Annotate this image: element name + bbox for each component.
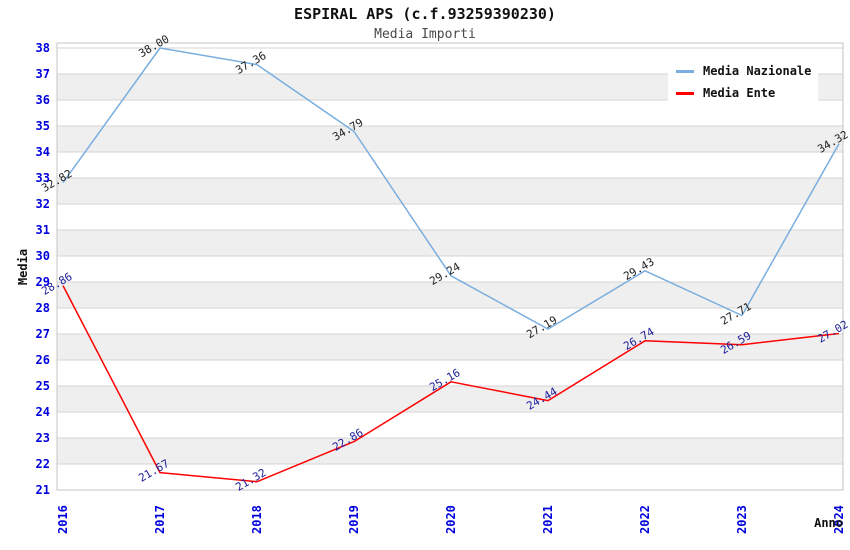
plot-band — [57, 230, 843, 256]
x-tick-label: 2023 — [735, 505, 749, 534]
legend-label-media-nazionale: Media Nazionale — [703, 64, 812, 78]
y-tick-label: 38 — [36, 41, 50, 55]
y-tick-label: 21 — [36, 483, 50, 497]
plot-band — [57, 386, 843, 412]
plot-band — [57, 126, 843, 152]
legend-item-media-ente: Media Ente — [676, 82, 818, 104]
legend-item-media-nazionale: Media Nazionale — [676, 60, 818, 82]
plot-band — [57, 334, 843, 360]
x-tick-label: 2024 — [832, 505, 846, 534]
chart-subtitle: Media Importi — [374, 27, 476, 42]
y-tick-label: 25 — [36, 379, 50, 393]
x-tick-label: 2022 — [638, 505, 652, 534]
y-tick-label: 26 — [36, 353, 50, 367]
plot-band — [57, 178, 843, 204]
plot-band — [57, 438, 843, 464]
y-tick-label: 36 — [36, 93, 50, 107]
y-tick-label: 23 — [36, 431, 50, 445]
y-tick-label: 30 — [36, 249, 50, 263]
legend: Media Nazionale Media Ente — [668, 53, 818, 111]
x-tick-label: 2021 — [541, 505, 555, 534]
y-tick-label: 28 — [36, 301, 50, 315]
value-label: 29.43 — [621, 255, 656, 283]
y-tick-label: 32 — [36, 197, 50, 211]
legend-label-media-ente: Media Ente — [703, 86, 776, 100]
y-tick-label: 24 — [36, 405, 50, 419]
legend-swatch-media-nazionale — [676, 69, 694, 73]
y-tick-label: 33 — [36, 171, 50, 185]
series-line-media-ente — [62, 285, 840, 483]
y-tick-label: 27 — [36, 327, 50, 341]
chart-title: ESPIRAL APS (c.f.93259390230) — [294, 5, 556, 23]
y-tick-label: 29 — [36, 275, 50, 289]
y-tick-label: 31 — [36, 223, 50, 237]
value-label: 37.36 — [233, 49, 268, 77]
x-tick-label: 2019 — [347, 505, 361, 534]
series-line-media-nazionale — [62, 47, 840, 330]
plot-band — [57, 282, 843, 308]
x-tick-label: 2017 — [153, 505, 167, 534]
x-tick-label: 2016 — [56, 505, 70, 534]
plot-border — [56, 42, 844, 491]
y-axis-title: Media — [16, 249, 30, 285]
y-tick-label: 34 — [36, 145, 50, 159]
y-tick-label: 37 — [36, 67, 50, 81]
x-axis-title: Anno — [814, 516, 843, 530]
x-tick-label: 2018 — [250, 505, 264, 534]
y-tick-label: 22 — [36, 457, 50, 471]
y-tick-label: 35 — [36, 119, 50, 133]
legend-swatch-media-ente — [676, 91, 694, 95]
x-tick-label: 2020 — [444, 505, 458, 534]
